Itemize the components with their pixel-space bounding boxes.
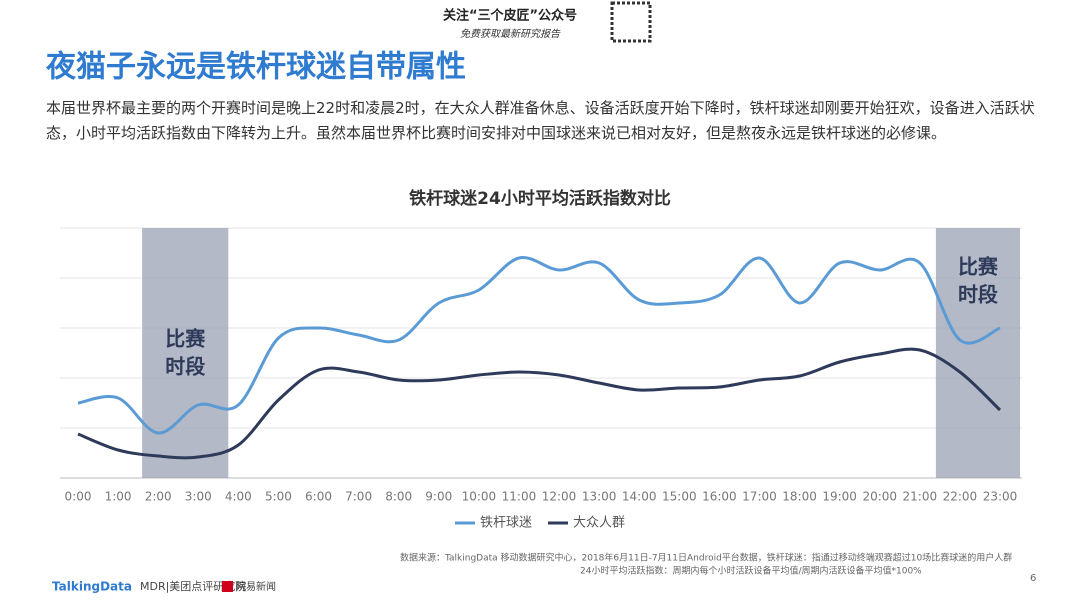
x-tick-label: 9:00 bbox=[425, 490, 452, 504]
logo: MDR|美团点评研究院 bbox=[140, 579, 246, 593]
annotation-text: 比赛 bbox=[165, 327, 206, 351]
x-tick-label: 20:00 bbox=[862, 490, 897, 504]
logo: TalkingData bbox=[52, 580, 132, 594]
highlight-band bbox=[142, 228, 229, 478]
highlight-band bbox=[935, 228, 1021, 478]
x-tick-label: 22:00 bbox=[943, 490, 978, 504]
logo: 网易新闻 bbox=[236, 580, 276, 593]
header-line: 关注“三个皮匠”公众号 bbox=[443, 8, 577, 24]
logo-icon bbox=[222, 581, 233, 592]
x-tick-label: 14:00 bbox=[622, 490, 657, 504]
x-tick-label: 4:00 bbox=[225, 490, 252, 504]
x-tick-label: 3:00 bbox=[185, 490, 212, 504]
series-line bbox=[77, 347, 1002, 460]
x-tick-label: 19:00 bbox=[822, 490, 857, 504]
x-tick-label: 12:00 bbox=[542, 490, 577, 504]
paragraph: 本届世界杯最主要的两个开赛时间是晚上22时和凌晨2时，在大众人群准备休息、设备活… bbox=[46, 99, 1035, 142]
paragraph-box: 本届世界杯最主要的两个开赛时间是晚上22时和凌晨2时，在大众人群准备休息、设备活… bbox=[46, 99, 1035, 142]
annotation-text: 比赛 bbox=[958, 255, 999, 279]
page-number: 6 bbox=[1030, 573, 1036, 584]
header-line: 免费获取最新研究报告 bbox=[460, 28, 561, 40]
chart-title: 铁杆球迷24小时平均活跃指数对比 bbox=[409, 188, 671, 209]
x-tick-label: 21:00 bbox=[903, 490, 938, 504]
x-tick-label: 6:00 bbox=[305, 490, 332, 504]
x-tick-label: 23:00 bbox=[983, 490, 1018, 504]
annotation-text: 时段 bbox=[165, 355, 205, 379]
slide-title: 夜猫子永远是铁杆球迷自带属性 bbox=[45, 50, 466, 85]
x-tick-label: 0:00 bbox=[65, 490, 92, 504]
legend-label: 大众人群 bbox=[573, 516, 625, 531]
x-tick-label: 5:00 bbox=[265, 490, 292, 504]
x-tick-label: 7:00 bbox=[345, 490, 372, 504]
x-tick-label: 8:00 bbox=[385, 490, 412, 504]
x-tick-label: 11:00 bbox=[502, 490, 537, 504]
x-tick-label: 17:00 bbox=[742, 490, 777, 504]
series-line bbox=[77, 256, 1001, 435]
qr-code bbox=[610, 1, 652, 43]
x-tick-label: 13:00 bbox=[582, 490, 617, 504]
x-tick-label: 2:00 bbox=[145, 490, 172, 504]
source-note: 24小时平均活跃指数：周期内每个小时活跃设备平均值/周期内活跃设备平均值*100… bbox=[580, 565, 922, 577]
x-tick-label: 15:00 bbox=[662, 490, 697, 504]
x-tick-label: 1:00 bbox=[105, 490, 132, 504]
x-tick-label: 18:00 bbox=[782, 490, 817, 504]
x-tick-label: 16:00 bbox=[702, 490, 737, 504]
source-note: 数据来源：TalkingData 移动数据研究中心，2018年6月11日-7月1… bbox=[400, 552, 1012, 564]
x-tick-label: 10:00 bbox=[462, 490, 497, 504]
annotation-text: 时段 bbox=[958, 283, 998, 307]
legend-label: 铁杆球迷 bbox=[480, 516, 532, 531]
